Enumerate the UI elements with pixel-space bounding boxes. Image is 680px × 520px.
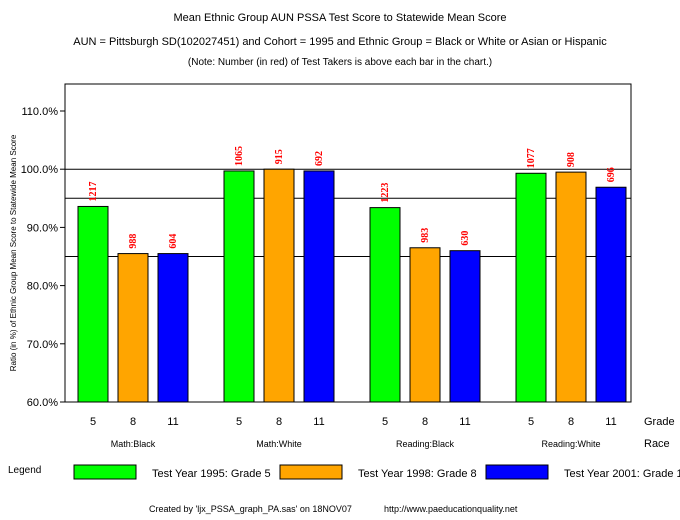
chart-subtitle: AUN = Pittsburgh SD(102027451) and Cohor… [73,36,607,48]
x-tick-label: 5 [236,416,242,428]
legend-label-1: Test Year 1998: Grade 8 [358,468,477,480]
footer-created-by: Created by 'ljx_PSSA_graph_PA.sas' on 18… [149,504,352,514]
x-tick-label: 8 [568,416,574,428]
bar-1-1 [263,168,295,403]
x-axis-label-race: Race [644,438,670,450]
legend-label-2: Test Year 2001: Grade 11 [564,468,680,480]
group-label: Math:Black [111,439,156,449]
x-tick-label: 5 [382,416,388,428]
y-tick-label: 70.0% [27,339,58,351]
x-tick-label: 11 [459,416,470,428]
bar-count-label: 692 [314,151,325,166]
x-tick-label: 11 [167,416,178,428]
legend-title: Legend [8,465,41,476]
bar-1-2 [303,170,335,403]
bar-3-0 [515,172,547,403]
plot-frame [64,83,632,403]
group-label: Math:White [256,439,302,449]
x-tick-label: 5 [528,416,534,428]
bar-count-label: 630 [460,231,471,246]
x-tick-label: 11 [313,416,324,428]
group-label: Reading:White [541,439,600,449]
bar-count-label: 1065 [234,146,245,166]
y-tick-label: 90.0% [27,222,58,234]
bar-0-1 [117,253,149,403]
x-tick-label: 8 [422,416,428,428]
y-tick-label: 60.0% [27,397,58,409]
y-tick-label: 110.0% [22,106,59,118]
x-axis-label-grade: Grade [644,416,675,428]
bar-3-1 [555,171,587,403]
bar-count-label: 915 [274,149,285,164]
bar-1-0 [223,170,255,403]
bar-count-label: 696 [606,167,617,182]
y-tick-label: 100.0% [21,164,59,176]
chart-note: (Note: Number (in red) of Test Takers is… [187,57,493,68]
bar-count-label: 604 [168,234,179,249]
y-axis-label: Ratio (in %) of Ethnic Group Mean Score … [9,134,18,371]
bar-count-label: 983 [420,228,431,243]
bar-count-label: 908 [566,152,577,167]
legend-swatch-1 [279,464,343,480]
y-tick-label: 80.0% [27,281,58,293]
legend-swatch-0 [73,464,137,480]
bar-3-2 [595,186,627,403]
x-tick-label: 5 [90,416,96,428]
bar-count-label: 1223 [380,183,391,203]
legend-label-0: Test Year 1995: Grade 5 [152,468,271,480]
footer-url[interactable]: http://www.paeducationquality.net [384,504,518,514]
bar-0-0 [77,205,109,403]
bar-count-label: 1217 [88,181,99,201]
x-tick-label: 8 [130,416,136,428]
legend-swatch-2 [485,464,549,480]
bar-2-0 [369,207,401,403]
x-tick-label: 8 [276,416,282,428]
group-label: Reading:Black [396,439,455,449]
x-tick-label: 11 [605,416,616,428]
bar-0-2 [157,253,189,403]
bar-count-label: 1077 [526,148,537,168]
bar-2-2 [449,250,481,403]
bar-2-1 [409,247,441,403]
chart-title: Mean Ethnic Group AUN PSSA Test Score to… [173,12,507,24]
bar-count-label: 988 [128,234,139,249]
